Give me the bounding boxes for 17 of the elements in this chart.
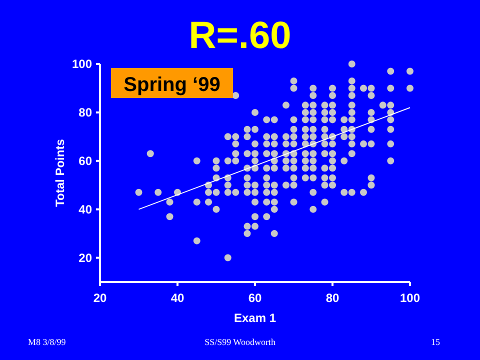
x-tick-label: 60 [248,291,262,305]
y-tick-label: 20 [78,250,92,265]
text: M8 3/8/99 [28,337,66,347]
x-axis-title: Exam 1 [234,311,276,325]
x-tick-label: 40 [170,291,184,305]
y-tick-label: 80 [78,106,92,120]
text: 15 [431,337,440,347]
x-tick-label: 80 [326,291,340,305]
y-tick-label: 40 [78,202,92,217]
x-tick-label: 20 [93,291,107,305]
x-tick-label: 100 [400,291,420,305]
text: SS/S99 Woodworth [204,337,276,347]
chart-title: R=.60 [188,15,292,57]
y-axis-title: Total Points [53,138,67,207]
annotation: Spring ‘99 [124,74,220,96]
y-tick-label: 60 [78,154,92,168]
y-tick-label: 100 [72,57,92,72]
